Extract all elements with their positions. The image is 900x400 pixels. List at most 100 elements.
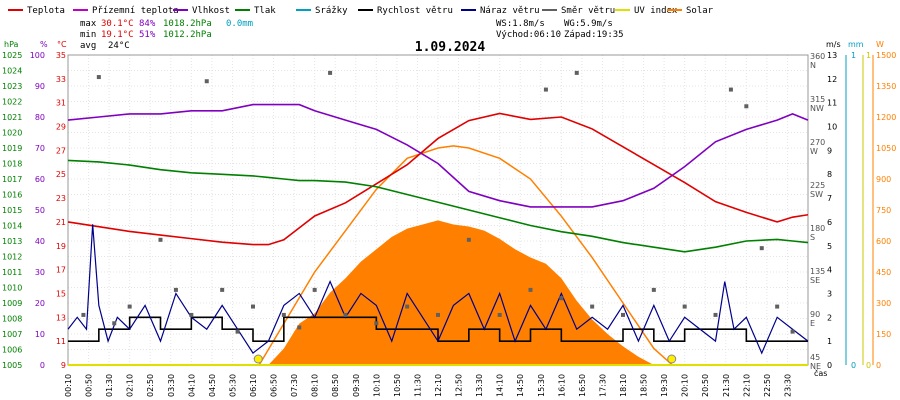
stats-min-temp: 19.1°C [101, 30, 134, 40]
time-tick: 12:50 [455, 374, 464, 397]
time-tick: 03:30 [167, 374, 176, 397]
ms-unit: m/s [826, 40, 841, 49]
wind-direction-point [574, 70, 579, 75]
legend-label: Směr větru [561, 6, 615, 16]
temp-tick: 11 [56, 337, 66, 346]
wind-direction-point [127, 304, 132, 309]
time-tick: 15:30 [537, 374, 546, 397]
hpa-tick: 1024 [2, 67, 22, 76]
dir-tick-deg: 225 [810, 181, 825, 190]
temp-tick: 19 [56, 242, 66, 251]
ms-tick: 4 [827, 266, 832, 275]
wind-direction-point [543, 87, 548, 92]
hpa-tick: 1009 [2, 299, 22, 308]
time-tick: 08:50 [331, 374, 340, 397]
temp-tick: 33 [56, 75, 66, 84]
time-tick: 14:10 [496, 374, 505, 397]
w-unit: W [876, 40, 884, 49]
dir-tick-name: E [810, 319, 815, 328]
time-tick: 02:50 [146, 374, 155, 397]
w-tick: 150 [876, 330, 891, 339]
pct-tick: 0 [40, 361, 45, 370]
wind-direction-point [405, 304, 410, 309]
wind-direction-point [713, 312, 718, 317]
wind-direction-point [466, 237, 471, 242]
time-tick: 11:30 [413, 374, 422, 397]
w-tick: 1050 [876, 144, 896, 153]
ms-tick: 1 [827, 337, 832, 346]
legend-label: Teplota [27, 6, 65, 16]
dir-tick-name: NW [810, 104, 824, 113]
hpa-tick: 1022 [2, 98, 22, 107]
time-unit: čas [814, 368, 827, 378]
dir-tick-deg: 270 [810, 138, 825, 147]
time-tick: 00:10 [64, 374, 73, 397]
wind-direction-point [682, 304, 687, 309]
time-tick: 16:50 [578, 374, 587, 397]
ms-tick: 6 [827, 218, 832, 227]
w-tick: 1350 [876, 82, 896, 91]
legend-label: Přízemní teplota [92, 6, 179, 16]
dir-tick-name: NE [810, 362, 821, 371]
wind-direction-point [312, 287, 317, 292]
time-tick: 04:50 [208, 374, 217, 397]
time-tick: 17:30 [598, 374, 607, 397]
ms-tick: 12 [827, 75, 837, 84]
temp-tick: 23 [56, 194, 66, 203]
time-tick: 21:30 [722, 374, 731, 397]
pct-tick: 20 [35, 299, 45, 308]
time-tick: 23:30 [783, 374, 792, 397]
mm-tick: 1 [851, 51, 856, 60]
solar-layer [258, 145, 673, 366]
wind-direction-point [189, 312, 194, 317]
wind-info: WS:1.8m/s WG:5.9m/s Východ:06:10 Západ:1… [496, 19, 624, 40]
ms-tick: 11 [827, 99, 837, 108]
dir-tick-name: SW [810, 190, 823, 199]
uv-tick: 0 [866, 361, 871, 370]
time-tick: 08:10 [311, 374, 320, 397]
solar-area [268, 220, 654, 365]
time-tick: 05:30 [228, 374, 237, 397]
stats-min-press: 1012.2hPa [163, 30, 212, 40]
wind-direction-point [235, 329, 240, 334]
hpa-tick: 1018 [2, 160, 22, 169]
wind-direction-point [590, 304, 595, 309]
mm-unit: mm [848, 40, 864, 49]
hpa-tick: 1014 [2, 222, 22, 231]
time-tick: 07:30 [290, 374, 299, 397]
chart-date: 1.09.2024 [415, 40, 486, 55]
temp-unit: °C [57, 40, 67, 49]
w-tick: 900 [876, 175, 891, 184]
wind-direction-point [81, 312, 86, 317]
hpa-tick: 1013 [2, 237, 22, 246]
wind-direction-point [528, 287, 533, 292]
time-tick: 22:50 [763, 374, 772, 397]
time-tick: 09:30 [352, 374, 361, 397]
wind-direction-point [281, 312, 286, 317]
legend-label: Náraz větru [480, 6, 540, 16]
temp-tick: 17 [56, 266, 66, 275]
sun-marker [667, 354, 677, 364]
stats-max-temp: 30.1°C [101, 19, 134, 29]
w-tick: 750 [876, 206, 891, 215]
temp-tick: 27 [56, 146, 66, 155]
hpa-tick: 1011 [2, 268, 22, 277]
ms-tick: 2 [827, 313, 832, 322]
dir-tick-deg: 90 [810, 310, 820, 319]
time-tick: 01:30 [105, 374, 114, 397]
legend: Teplota Přízemní teplota Vlhkost Tlak Srážky… [8, 6, 714, 16]
wind-direction-point [744, 104, 749, 109]
hpa-tick: 1017 [2, 175, 22, 184]
temperature-line [67, 112, 809, 246]
hpa-tick: 1019 [2, 144, 22, 153]
w-tick: 0 [876, 361, 881, 370]
ms-tick: 10 [827, 123, 837, 132]
dir-tick-name: N [810, 61, 816, 70]
wind-speed-line [68, 316, 808, 342]
time-tick: 06:50 [270, 374, 279, 397]
temp-tick: 31 [56, 99, 66, 108]
wind-direction-point [112, 321, 117, 326]
w-tick: 300 [876, 299, 891, 308]
sunrise-text: Východ:06:10 [496, 30, 561, 40]
